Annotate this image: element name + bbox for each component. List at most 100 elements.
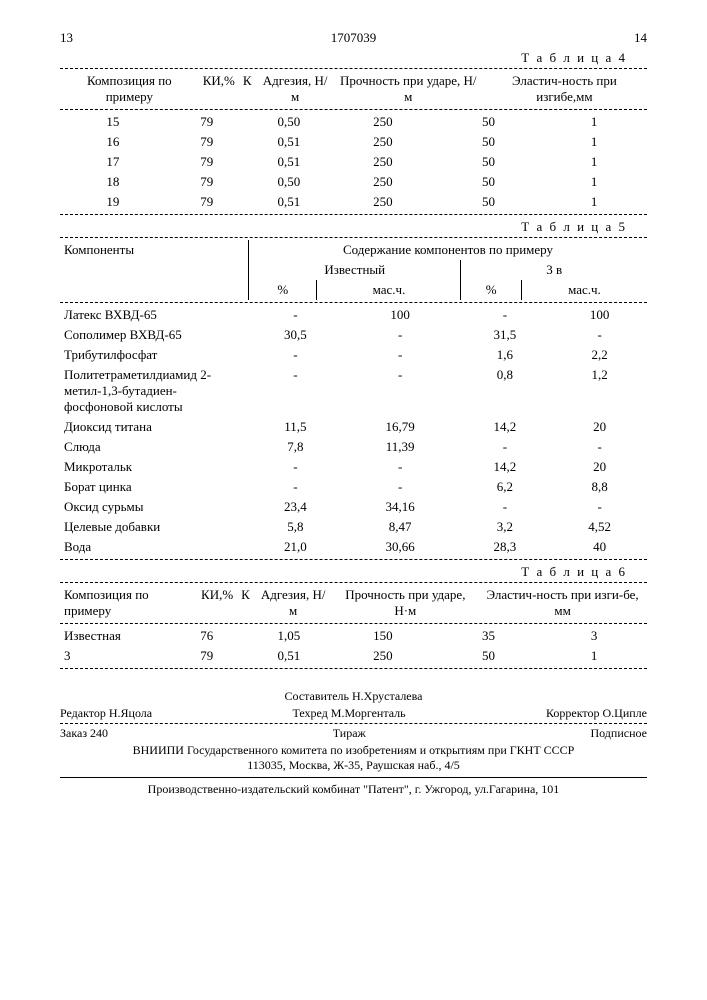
corrector: Корректор О.Ципле: [546, 706, 647, 721]
table-cell: 1: [541, 152, 647, 172]
divider: [60, 623, 647, 624]
table5-head: Компоненты Содержание компонентов по при…: [60, 240, 647, 300]
table-cell: 250: [330, 112, 436, 132]
t4-col2: К: [239, 71, 256, 107]
table-cell: 1,6: [458, 345, 553, 365]
table-cell: 76: [166, 626, 248, 646]
t5-known: Известный: [249, 260, 461, 280]
table-cell: 250: [330, 172, 436, 192]
divider: [60, 109, 647, 110]
divider: [60, 668, 647, 669]
table-cell: Трибутилфосфат: [60, 345, 248, 365]
table-cell: 3: [541, 626, 647, 646]
t5-mass2: мас.ч.: [521, 280, 647, 300]
table-cell: 15: [60, 112, 166, 132]
table-cell: 1: [541, 646, 647, 666]
table-cell: 3: [60, 646, 166, 666]
table-cell: 100: [343, 305, 458, 325]
table-cell: 23,4: [248, 497, 343, 517]
table-cell: -: [552, 325, 647, 345]
table-cell: Известная: [60, 626, 166, 646]
subscr: Подписное: [590, 726, 647, 741]
table-cell: 250: [330, 152, 436, 172]
divider: [60, 777, 647, 778]
table-cell: 0,8: [458, 365, 553, 417]
table-cell: -: [248, 477, 343, 497]
divider: [60, 582, 647, 583]
divider: [60, 559, 647, 560]
table-cell: 79: [166, 112, 248, 132]
table-cell: 6,2: [458, 477, 553, 497]
table-cell: 1: [541, 192, 647, 212]
tirage: Тираж: [333, 726, 366, 741]
order: Заказ 240: [60, 726, 108, 741]
t4-col4: Прочность при ударе, Н/м: [335, 71, 482, 107]
table-cell: -: [248, 457, 343, 477]
table-cell: 1: [541, 172, 647, 192]
table-cell: 50: [436, 112, 542, 132]
table-cell: 250: [330, 192, 436, 212]
t5-content-label: Содержание компонентов по примеру: [249, 240, 648, 260]
table5-label: Т а б л и ц а 5: [60, 219, 627, 235]
divider: [60, 214, 647, 215]
table-cell: -: [343, 477, 458, 497]
table-cell: 0,51: [248, 646, 330, 666]
table-cell: Политетраметилдиамид 2-метил-1,3-бутадие…: [60, 365, 248, 417]
table-cell: 50: [436, 152, 542, 172]
table-cell: -: [343, 365, 458, 417]
table-cell: 7,8: [248, 437, 343, 457]
table4-label: Т а б л и ц а 4: [60, 50, 627, 66]
divider: [60, 237, 647, 238]
table-cell: -: [343, 325, 458, 345]
table-cell: -: [343, 345, 458, 365]
t5-mass1: мас.ч.: [317, 280, 461, 300]
page-number-right: 14: [607, 30, 647, 46]
t6-col0: Композиция по примеру: [60, 585, 197, 621]
t4-col1: КИ,%: [199, 71, 239, 107]
table-cell: 28,3: [458, 537, 553, 557]
table-cell: 150: [330, 626, 436, 646]
table6: Композиция по примеру КИ,% К Адгезия, Н/…: [60, 585, 647, 621]
table-cell: -: [458, 437, 553, 457]
table-cell: 8,8: [552, 477, 647, 497]
table-cell: 16: [60, 132, 166, 152]
compiler: Составитель Н.Хрусталева: [60, 689, 647, 704]
table-cell: 0,50: [248, 112, 330, 132]
table-cell: 20: [552, 417, 647, 437]
table-cell: 14,2: [458, 457, 553, 477]
table-cell: Оксид сурьмы: [60, 497, 248, 517]
table-cell: 19: [60, 192, 166, 212]
t6-col1: КИ,%: [197, 585, 237, 621]
table-cell: 30,66: [343, 537, 458, 557]
table-cell: 100: [552, 305, 647, 325]
table5-body: Латекс ВХВД-65-100-100Сополимер ВХВД-653…: [60, 305, 647, 557]
table-cell: 1: [541, 132, 647, 152]
table-cell: 31,5: [458, 325, 553, 345]
table-cell: Борат цинка: [60, 477, 248, 497]
table-cell: 0,51: [248, 132, 330, 152]
table-cell: -: [248, 365, 343, 417]
table-cell: 40: [552, 537, 647, 557]
table-cell: 5,8: [248, 517, 343, 537]
table-cell: Сополимер ВХВД-65: [60, 325, 248, 345]
table-cell: 50: [436, 646, 542, 666]
table-cell: -: [248, 345, 343, 365]
table-cell: 2,2: [552, 345, 647, 365]
table-cell: 30,5: [248, 325, 343, 345]
t6-col4: Прочность при ударе, Н·м: [333, 585, 479, 621]
table-cell: 11,5: [248, 417, 343, 437]
table-cell: Целевые добавки: [60, 517, 248, 537]
table-cell: 34,16: [343, 497, 458, 517]
table-cell: 79: [166, 152, 248, 172]
t5-pct1: %: [249, 280, 317, 300]
t5-pct2: %: [461, 280, 521, 300]
table-cell: 14,2: [458, 417, 553, 437]
table-cell: Диоксид титана: [60, 417, 248, 437]
table-cell: 21,0: [248, 537, 343, 557]
t4-col5: Эластич-ность при изгибе,мм: [482, 71, 647, 107]
table-cell: 20: [552, 457, 647, 477]
document-number: 1707039: [100, 30, 607, 46]
org: ВНИИПИ Государственного комитета по изоб…: [60, 743, 647, 758]
table-cell: -: [343, 457, 458, 477]
table-cell: 4,52: [552, 517, 647, 537]
